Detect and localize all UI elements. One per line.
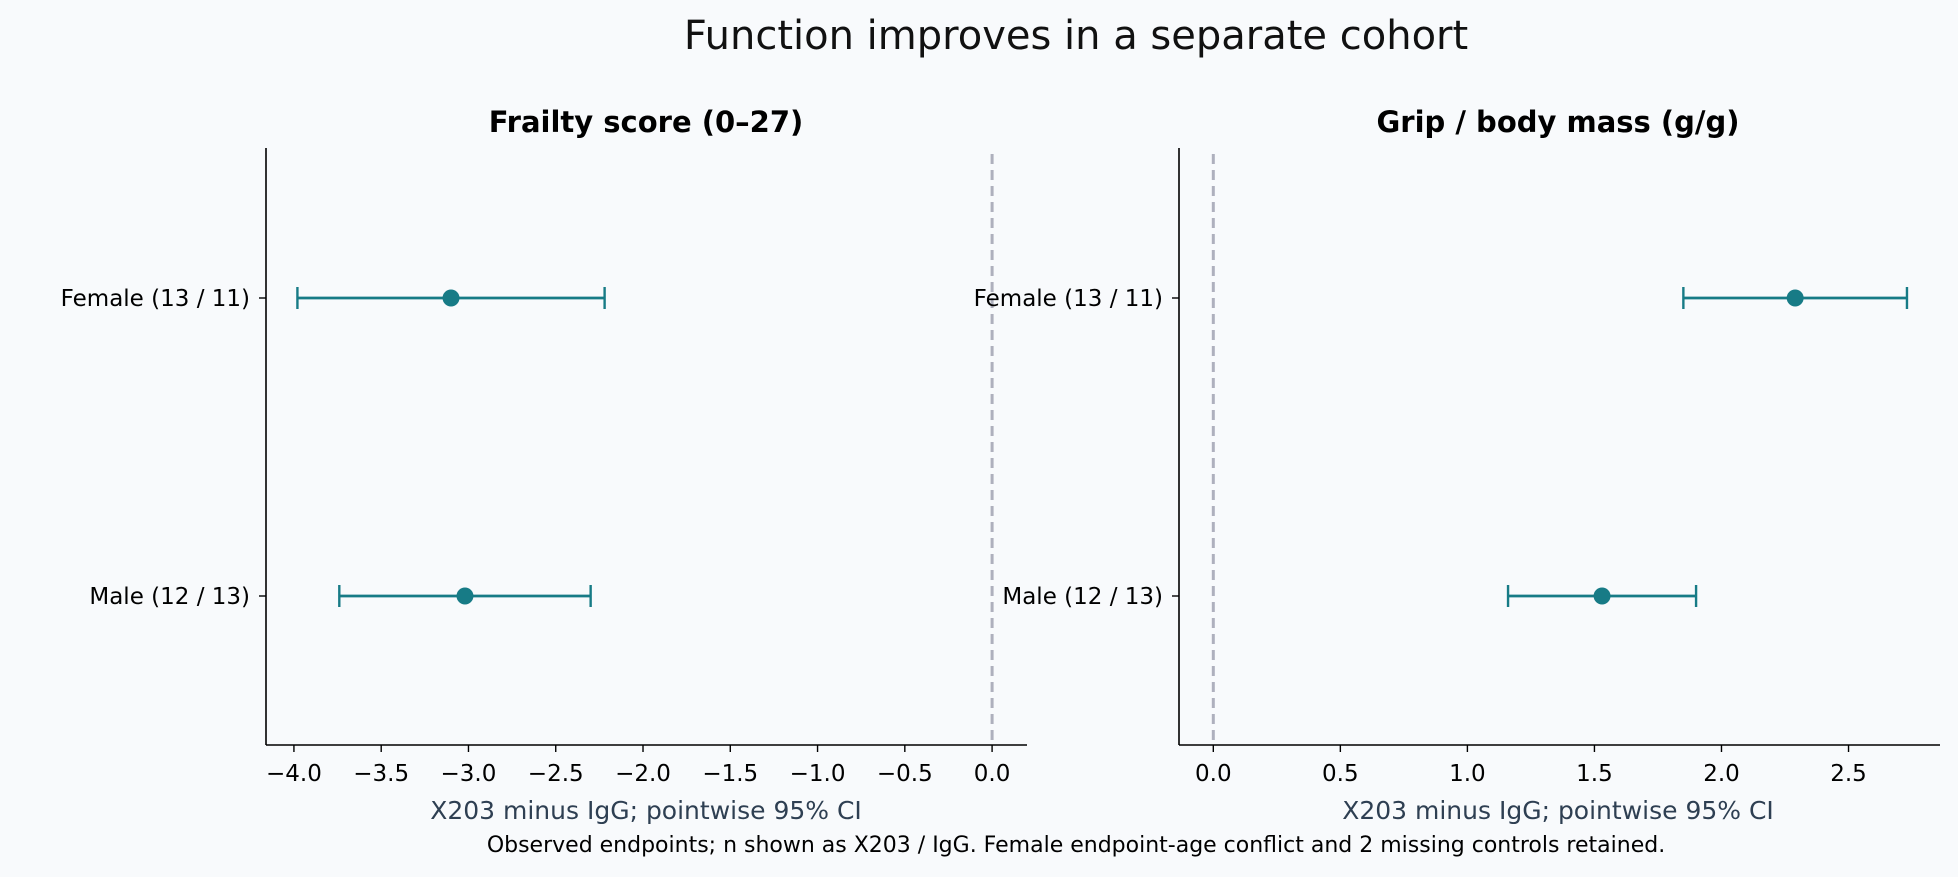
grip-x-tick-label: 1.5 [1576, 761, 1613, 787]
frailty-x-tick-label: −3.0 [441, 761, 497, 787]
grip-x-tick-label: 0.0 [1195, 761, 1232, 787]
frailty-x-tick-label: −2.5 [528, 761, 584, 787]
grip-x-axis-label: X203 minus IgG; pointwise 95% CI [1342, 796, 1774, 825]
grip-x-tick-label: 0.5 [1322, 761, 1359, 787]
frailty-row-label: Female (13 / 11) [61, 286, 250, 312]
grip-point-estimate [1593, 587, 1611, 605]
grip-x-tick-label: 2.5 [1830, 761, 1867, 787]
frailty-x-tick-label: −4.0 [266, 761, 322, 787]
frailty-row-label: Male (12 / 13) [89, 584, 250, 610]
grip-panel: Grip / body mass (g/g) X203 minus IgG; p… [974, 105, 1940, 825]
frailty-x-axis-label: X203 minus IgG; pointwise 95% CI [430, 796, 862, 825]
frailty-point-estimate [442, 289, 460, 307]
figure-title: Function improves in a separate cohort [684, 13, 1468, 59]
frailty-x-tick-label: −2.0 [615, 761, 671, 787]
frailty-x-tick-label: 0.0 [974, 761, 1011, 787]
frailty-x-tick-label: −0.5 [877, 761, 933, 787]
frailty-point-estimate [456, 587, 474, 605]
frailty-x-tick-label: −3.5 [353, 761, 409, 787]
grip-x-tick-label: 2.0 [1703, 761, 1740, 787]
grip-panel-title: Grip / body mass (g/g) [1376, 105, 1739, 139]
frailty-panel-title: Frailty score (0–27) [489, 105, 804, 139]
grip-x-tick-label: 1.0 [1449, 761, 1486, 787]
figure-caption: Observed endpoints; n shown as X203 / Ig… [487, 833, 1665, 858]
frailty-x-tick-label: −1.5 [702, 761, 758, 787]
frailty-x-tick-label: −1.0 [790, 761, 846, 787]
grip-row-label: Male (12 / 13) [1002, 584, 1163, 610]
frailty-panel: Frailty score (0–27) X203 minus IgG; poi… [61, 105, 1027, 825]
grip-point-estimate [1786, 289, 1804, 307]
grip-row-label: Female (13 / 11) [974, 286, 1163, 312]
